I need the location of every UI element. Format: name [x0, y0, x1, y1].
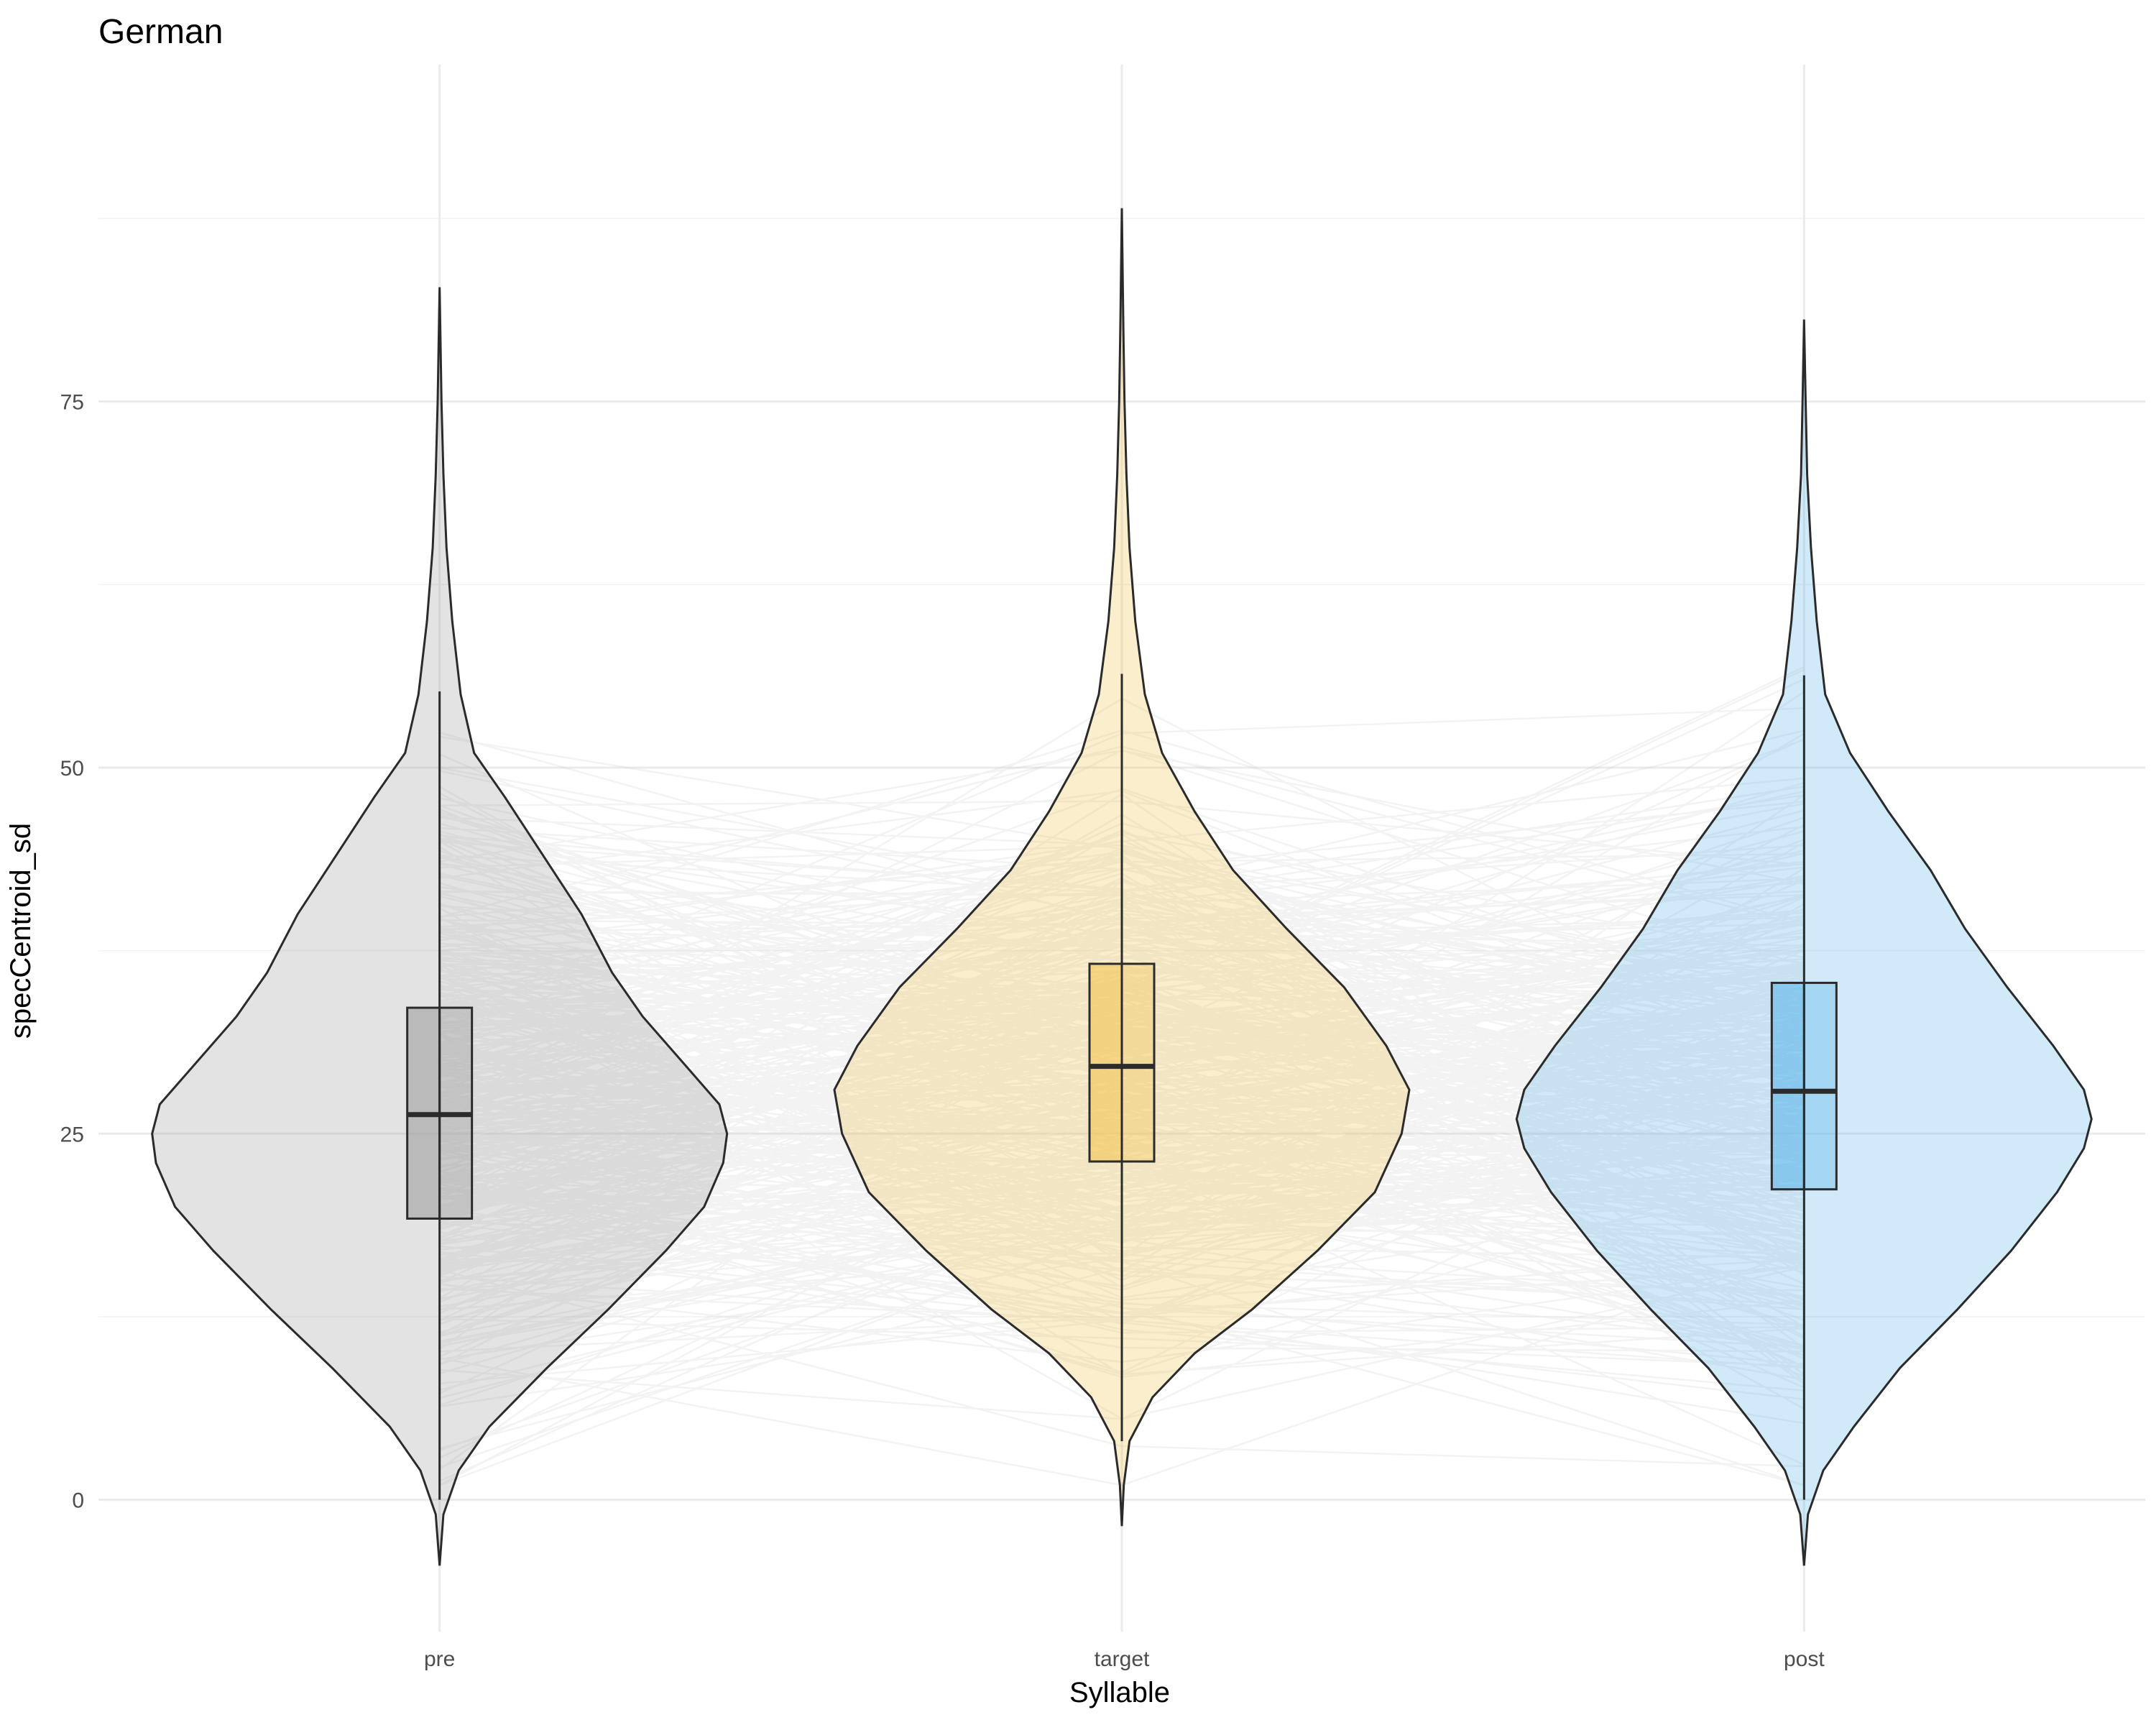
box-right-post: [1802, 981, 1838, 1191]
y-axis-title: specCentroid_sd: [5, 823, 37, 1039]
box-left-target: [1088, 962, 1123, 1163]
y-tick-label: 75: [60, 391, 84, 415]
x-tick-label-target: target: [1095, 1647, 1150, 1671]
y-tick-label: 50: [60, 757, 84, 781]
x-tick-label-post: post: [1784, 1647, 1825, 1671]
x-axis-title: Syllable: [1069, 1677, 1170, 1708]
box-right-target: [1120, 962, 1156, 1163]
violin-layer: [151, 208, 2093, 1566]
box-left-post: [1770, 981, 1805, 1191]
chart-title: German: [98, 13, 223, 51]
y-tick-label: 25: [60, 1123, 84, 1146]
axis-layer: 0 25 50 75 pre target post: [60, 391, 1825, 1671]
x-tick-label-pre: pre: [424, 1647, 455, 1671]
y-tick-label: 0: [72, 1489, 84, 1513]
